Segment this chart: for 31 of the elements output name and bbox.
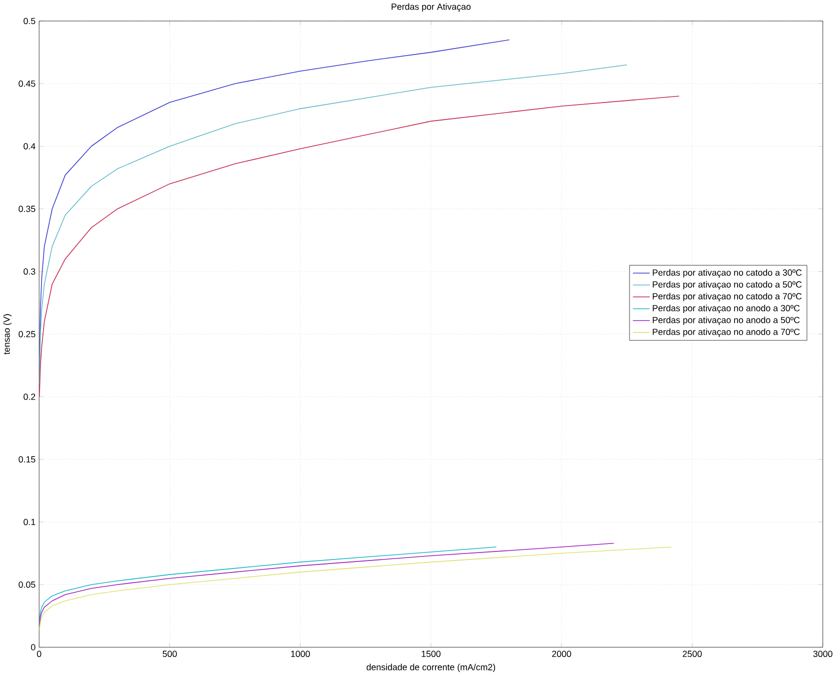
y-tick-label: 0.4 bbox=[24, 142, 36, 150]
legend-label: Perdas por ativaçao no catodo a 50ºC bbox=[652, 280, 802, 290]
x-tick-label: 1500 bbox=[422, 650, 441, 657]
y-tick-label: 0.25 bbox=[18, 330, 36, 338]
x-axis-title: densidade de corrente (mA/cm2) bbox=[366, 664, 496, 672]
y-tick-label: 0.45 bbox=[18, 80, 36, 87]
y-tick-label: 0.05 bbox=[18, 581, 36, 588]
legend-label: Perdas por ativaçao no anodo a 70ºC bbox=[652, 328, 800, 337]
y-tick-label: 0.35 bbox=[18, 206, 36, 212]
x-tick-label: 0 bbox=[36, 650, 42, 657]
y-tick-label: 0.2 bbox=[24, 393, 36, 400]
y-tick-label: 0 bbox=[31, 644, 36, 650]
legend-label: Perdas por ativaçao no catodo a 30ºC bbox=[652, 269, 802, 278]
x-tick-label: 1000 bbox=[291, 650, 310, 657]
legend-label: Perdas por ativaçao no anodo a 30ºC bbox=[652, 304, 800, 313]
y-tick-label: 0.1 bbox=[24, 518, 36, 525]
x-tick-label: 2000 bbox=[552, 650, 572, 657]
line-series bbox=[39, 96, 680, 397]
line-series bbox=[39, 546, 497, 622]
legend-label: Perdas por ativaçao no catodo a 70ºC bbox=[652, 292, 802, 302]
line-series bbox=[39, 542, 614, 626]
x-tick-label: 2500 bbox=[682, 650, 702, 657]
x-tick-label: 500 bbox=[162, 650, 177, 657]
y-axis-title: tensao (V) bbox=[3, 314, 12, 354]
y-tick-label: 0.5 bbox=[24, 18, 36, 24]
y-tick-label: 0.15 bbox=[18, 456, 36, 462]
line-series bbox=[39, 546, 672, 630]
x-tick-label: 3000 bbox=[813, 650, 832, 657]
y-tick-label: 0.3 bbox=[24, 268, 36, 274]
legend-label: Perdas por ativaçao no anodo a 50ºC bbox=[652, 316, 800, 325]
chart-title: Perdas por Ativaçao bbox=[392, 3, 471, 12]
